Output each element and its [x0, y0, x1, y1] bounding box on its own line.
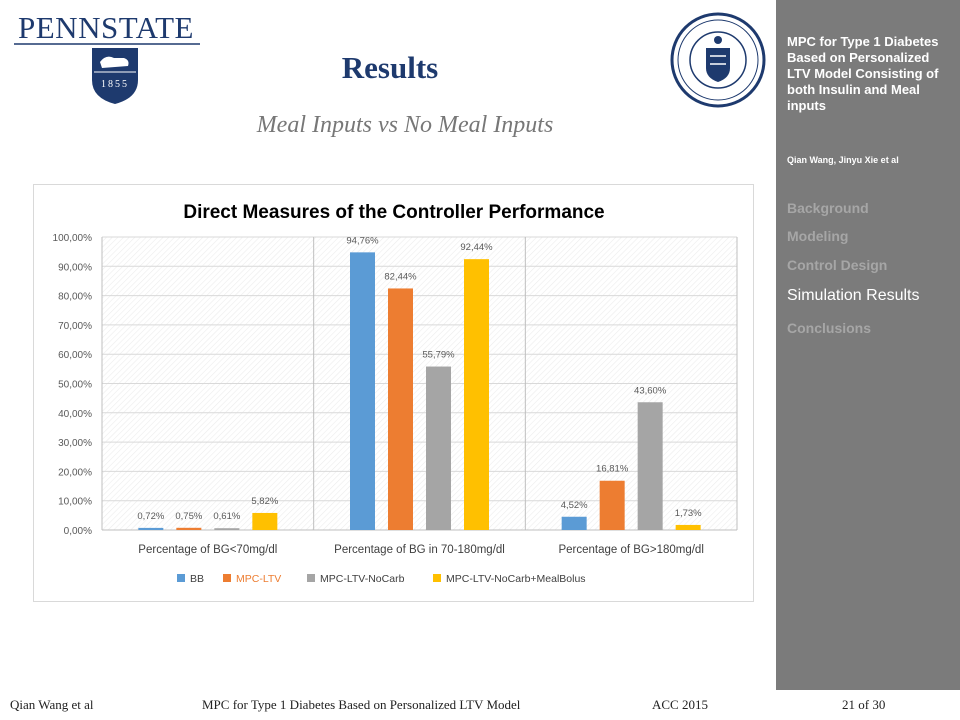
sidebar: MPC for Type 1 Diabetes Based on Persona…: [776, 0, 960, 690]
sidebar-title: MPC for Type 1 Diabetes Based on Persona…: [787, 34, 939, 113]
bar: [176, 527, 202, 530]
nav-item-conclusions[interactable]: Conclusions: [787, 320, 872, 336]
logo-year: 1855: [101, 79, 129, 90]
y-tick-label: 90,00%: [58, 262, 92, 273]
university-seal-icon: [670, 12, 766, 108]
nav-item-modeling[interactable]: Modeling: [787, 228, 849, 244]
legend-label: MPC-LTV-NoCarb+MealBolus: [446, 573, 586, 585]
footer: Qian Wang et al MPC for Type 1 Diabetes …: [0, 690, 960, 720]
bar: [561, 516, 587, 530]
legend-label: BB: [190, 573, 204, 585]
legend-label: MPC-LTV: [236, 573, 281, 585]
footer-talk-title: MPC for Type 1 Diabetes Based on Persona…: [202, 697, 521, 712]
x-tick-label: Percentage of BG in 70-180mg/dl: [334, 544, 505, 556]
slide: PENNSTATE 1855 Results Meal Inputs vs No…: [14, 8, 766, 602]
footer-page-number: 21 of 30: [842, 697, 886, 712]
bar-chart: Direct Measures of the Controller Perfor…: [53, 202, 738, 585]
data-label: 16,81%: [596, 464, 629, 475]
data-label: 94,76%: [346, 235, 379, 246]
page-subtitle: Meal Inputs vs No Meal Inputs: [256, 112, 554, 138]
y-tick-label: 40,00%: [58, 409, 92, 420]
logo-wordmark: PENNSTATE: [18, 10, 194, 45]
pennstate-logo: PENNSTATE 1855: [14, 8, 204, 108]
data-label: 1,73%: [675, 508, 702, 519]
y-tick-label: 10,00%: [58, 497, 92, 508]
data-label: 0,72%: [137, 511, 164, 522]
y-tick-label: 20,00%: [58, 467, 92, 478]
data-label: 82,44%: [384, 271, 417, 282]
nav-item-simulation-results[interactable]: Simulation Results: [787, 287, 920, 304]
y-tick-label: 80,00%: [58, 292, 92, 303]
y-tick-label: 30,00%: [58, 438, 92, 449]
legend-swatch: [433, 574, 441, 582]
y-tick-label: 50,00%: [58, 380, 92, 391]
bar: [637, 402, 663, 530]
page-title: Results: [341, 50, 439, 85]
x-tick-label: Percentage of BG<70mg/dl: [138, 544, 277, 556]
legend-swatch: [223, 574, 231, 582]
data-label: 5,82%: [251, 496, 278, 507]
bar: [675, 524, 701, 530]
legend-swatch: [307, 574, 315, 582]
y-tick-label: 100,00%: [53, 233, 93, 244]
data-label: 4,52%: [561, 500, 588, 511]
y-tick-label: 0,00%: [64, 526, 92, 537]
data-label: 43,60%: [634, 385, 667, 396]
lion-shield-icon: 1855: [14, 43, 200, 104]
bar: [350, 252, 375, 530]
nav-item-background[interactable]: Background: [787, 200, 869, 216]
data-label: 0,75%: [175, 511, 202, 522]
footer-author: Qian Wang et al: [10, 697, 94, 712]
bar: [252, 512, 278, 530]
bar: [214, 528, 240, 530]
y-tick-label: 70,00%: [58, 321, 92, 332]
data-label: 92,44%: [460, 242, 493, 253]
bar: [464, 259, 489, 530]
sidebar-authors: Qian Wang, Jinyu Xie et al: [787, 155, 899, 165]
data-label: 0,61%: [213, 511, 240, 522]
bar: [388, 288, 413, 530]
nav-item-control-design[interactable]: Control Design: [787, 257, 888, 273]
data-label: 55,79%: [422, 350, 455, 361]
y-tick-label: 60,00%: [58, 350, 92, 361]
chart-title: Direct Measures of the Controller Perfor…: [183, 202, 604, 223]
bar: [426, 366, 451, 530]
bar: [599, 480, 625, 530]
chart-container: Direct Measures of the Controller Perfor…: [33, 184, 754, 602]
footer-venue: ACC 2015: [652, 697, 708, 712]
legend-label: MPC-LTV-NoCarb: [320, 573, 405, 585]
legend-swatch: [177, 574, 185, 582]
x-tick-label: Percentage of BG>180mg/dl: [558, 544, 703, 556]
bar: [138, 527, 164, 530]
